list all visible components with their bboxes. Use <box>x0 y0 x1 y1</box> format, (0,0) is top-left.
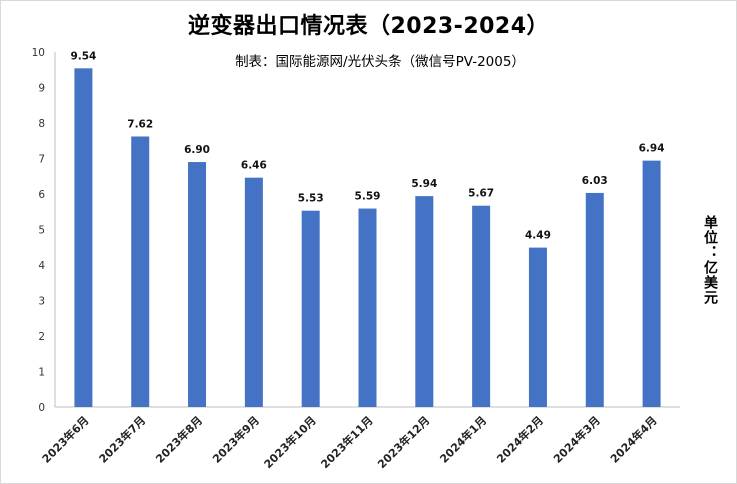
y-axis-unit-label: 单位：亿美元 <box>702 215 718 305</box>
data-label: 4.49 <box>525 230 551 242</box>
x-tick-label: 2023年9月 <box>209 413 262 466</box>
bar <box>301 210 320 407</box>
data-label: 6.46 <box>241 160 267 172</box>
x-tick-label: 2023年11月 <box>318 413 376 471</box>
y-tick-label: 7 <box>38 154 45 166</box>
x-tick-label: 2023年8月 <box>153 413 206 466</box>
y-tick-label: 6 <box>38 189 45 201</box>
data-label: 6.03 <box>582 175 608 187</box>
bar <box>585 192 604 407</box>
x-tick-label: 2024年2月 <box>494 413 547 466</box>
x-tick-label: 2023年10月 <box>261 413 319 471</box>
bar <box>74 68 93 407</box>
y-tick-label: 10 <box>32 47 45 59</box>
y-tick-label: 8 <box>38 118 45 130</box>
data-label: 9.54 <box>70 50 96 62</box>
y-tick-label: 5 <box>38 225 45 237</box>
y-tick-label: 4 <box>38 260 45 272</box>
x-tick-label: 2024年3月 <box>550 413 603 466</box>
bar <box>642 160 661 407</box>
y-tick-label: 0 <box>38 402 45 414</box>
bar <box>244 177 263 407</box>
chart-subtitle: 制表：国际能源网/光伏头条（微信号PV-2005） <box>235 54 525 70</box>
y-tick-label: 9 <box>38 83 45 95</box>
data-label: 6.90 <box>184 144 210 156</box>
bar <box>131 136 150 408</box>
data-label: 5.67 <box>468 188 494 200</box>
bar <box>415 196 434 407</box>
x-tick-label: 2024年4月 <box>607 413 660 466</box>
data-label: 7.62 <box>127 118 153 130</box>
bar <box>358 208 377 407</box>
y-tick-label: 3 <box>38 296 45 308</box>
x-tick-label: 2023年12月 <box>375 413 433 471</box>
chart-title: 逆变器出口情况表（2023-2024） <box>187 14 550 39</box>
x-tick-label: 2023年6月 <box>39 413 92 466</box>
x-tick-label: 2024年1月 <box>437 413 490 466</box>
data-label: 5.59 <box>355 191 381 203</box>
y-tick-label: 1 <box>38 367 45 379</box>
y-tick-label: 2 <box>38 331 45 343</box>
data-label: 5.53 <box>298 193 324 205</box>
bar <box>528 247 547 407</box>
x-tick-label: 2023年7月 <box>96 413 149 466</box>
bar <box>188 162 207 407</box>
data-label: 6.94 <box>639 143 665 155</box>
bar <box>472 205 491 407</box>
data-label: 5.94 <box>411 178 437 190</box>
